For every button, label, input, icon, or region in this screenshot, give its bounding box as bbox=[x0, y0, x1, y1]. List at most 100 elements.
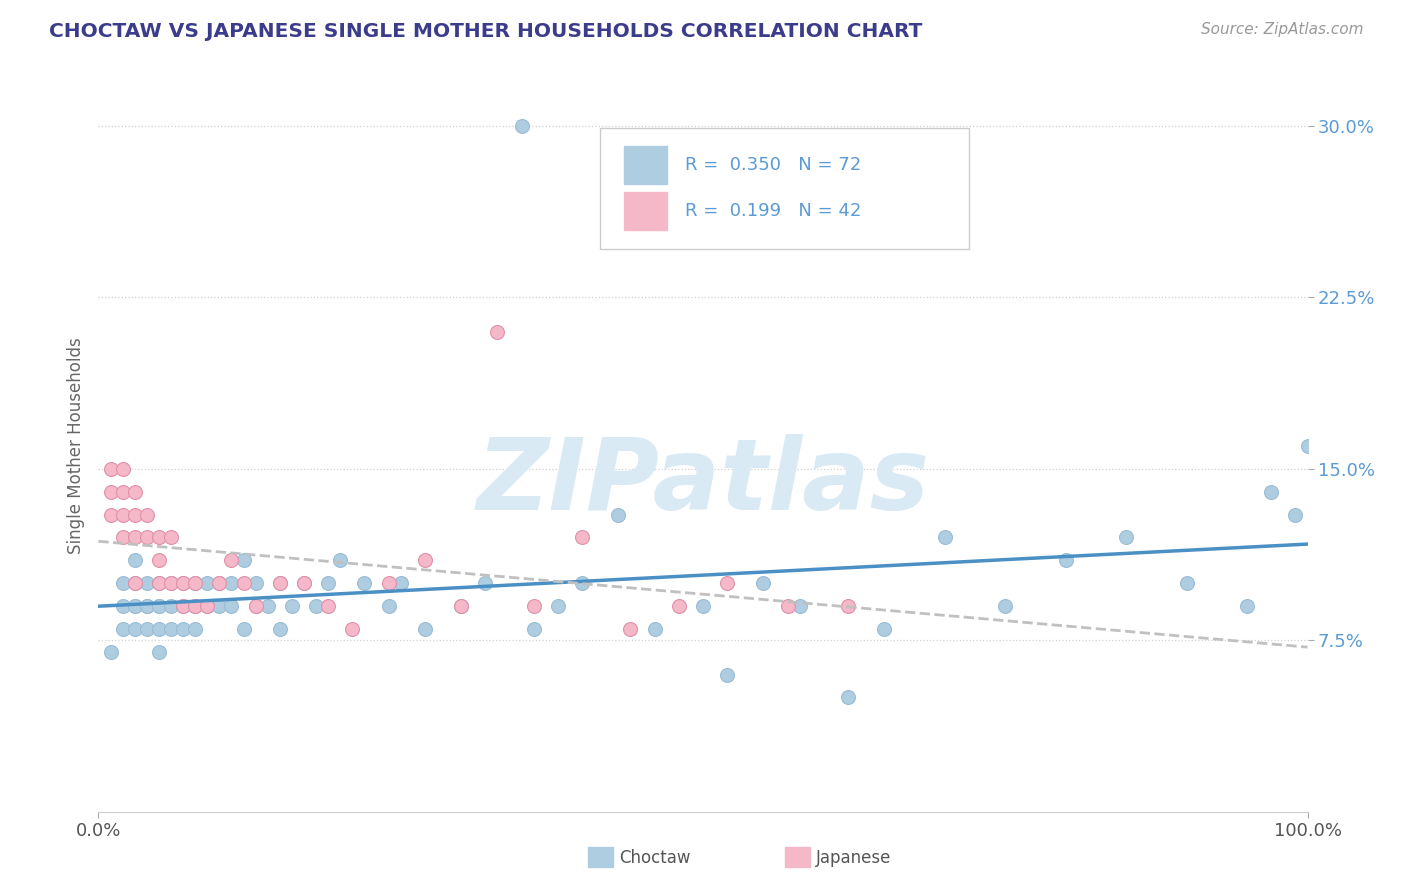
Point bbox=[245, 599, 267, 613]
Point bbox=[221, 576, 243, 591]
Point bbox=[281, 599, 304, 613]
Point bbox=[124, 530, 146, 544]
Point bbox=[172, 576, 194, 591]
Point bbox=[1175, 576, 1198, 591]
Text: ZIPatlas: ZIPatlas bbox=[477, 434, 929, 531]
Point bbox=[172, 599, 194, 613]
Point bbox=[172, 576, 194, 591]
Point bbox=[413, 622, 436, 636]
Point bbox=[269, 576, 291, 591]
Point bbox=[184, 599, 207, 613]
Point bbox=[135, 530, 157, 544]
Point bbox=[232, 576, 254, 591]
Text: R =  0.199   N = 42: R = 0.199 N = 42 bbox=[685, 202, 862, 220]
Text: Choctaw: Choctaw bbox=[619, 849, 690, 867]
Point bbox=[692, 599, 714, 613]
Point bbox=[100, 508, 122, 522]
Point bbox=[1296, 439, 1319, 453]
Point bbox=[934, 530, 956, 544]
Point bbox=[474, 576, 496, 591]
Point bbox=[221, 599, 243, 613]
Point bbox=[221, 553, 243, 567]
Point bbox=[135, 622, 157, 636]
Point bbox=[195, 599, 218, 613]
Point bbox=[208, 576, 231, 591]
Point bbox=[148, 576, 170, 591]
Point bbox=[148, 599, 170, 613]
Point bbox=[523, 622, 546, 636]
Point bbox=[571, 576, 593, 591]
Text: Japanese: Japanese bbox=[815, 849, 891, 867]
Point bbox=[873, 622, 896, 636]
Point bbox=[389, 576, 412, 591]
Point bbox=[135, 599, 157, 613]
Point bbox=[1284, 508, 1306, 522]
Point bbox=[124, 508, 146, 522]
Point bbox=[1260, 484, 1282, 499]
Point bbox=[305, 599, 328, 613]
Point bbox=[1115, 530, 1137, 544]
Point bbox=[523, 599, 546, 613]
Point bbox=[245, 599, 267, 613]
Point bbox=[716, 576, 738, 591]
Point bbox=[510, 119, 533, 133]
Point bbox=[111, 576, 134, 591]
Point bbox=[619, 622, 641, 636]
Point bbox=[184, 576, 207, 591]
Point bbox=[413, 553, 436, 567]
Point bbox=[148, 599, 170, 613]
Point bbox=[124, 576, 146, 591]
Point bbox=[124, 622, 146, 636]
Point bbox=[111, 462, 134, 476]
Point bbox=[256, 599, 278, 613]
Point bbox=[124, 576, 146, 591]
Point bbox=[486, 325, 509, 339]
Point bbox=[111, 599, 134, 613]
Point bbox=[547, 599, 569, 613]
Point bbox=[353, 576, 375, 591]
FancyBboxPatch shape bbox=[600, 128, 969, 249]
Point bbox=[172, 599, 194, 613]
Bar bbox=[624, 146, 666, 184]
Point bbox=[292, 576, 315, 591]
Point bbox=[160, 599, 183, 613]
Point bbox=[316, 576, 339, 591]
Point bbox=[208, 576, 231, 591]
Point bbox=[184, 599, 207, 613]
Point bbox=[100, 645, 122, 659]
Point bbox=[148, 576, 170, 591]
Point bbox=[111, 622, 134, 636]
Point bbox=[184, 576, 207, 591]
Point bbox=[172, 622, 194, 636]
Point bbox=[160, 576, 183, 591]
Point bbox=[208, 599, 231, 613]
Point bbox=[135, 576, 157, 591]
Point bbox=[607, 508, 630, 522]
Point bbox=[148, 530, 170, 544]
Point bbox=[377, 599, 399, 613]
Point bbox=[160, 622, 183, 636]
Point bbox=[111, 484, 134, 499]
Point bbox=[160, 530, 183, 544]
Y-axis label: Single Mother Households: Single Mother Households bbox=[66, 338, 84, 554]
Point bbox=[837, 690, 859, 705]
Point bbox=[148, 622, 170, 636]
Point bbox=[135, 599, 157, 613]
Text: R =  0.350   N = 72: R = 0.350 N = 72 bbox=[685, 156, 860, 174]
Point bbox=[994, 599, 1017, 613]
Point bbox=[342, 622, 364, 636]
Point bbox=[124, 484, 146, 499]
Point bbox=[644, 622, 666, 636]
Point bbox=[124, 599, 146, 613]
Point bbox=[776, 599, 799, 613]
Point bbox=[316, 599, 339, 613]
Text: Source: ZipAtlas.com: Source: ZipAtlas.com bbox=[1201, 22, 1364, 37]
Point bbox=[450, 599, 472, 613]
Point bbox=[232, 622, 254, 636]
Point bbox=[571, 530, 593, 544]
Point bbox=[135, 508, 157, 522]
Point bbox=[195, 599, 218, 613]
Point bbox=[716, 667, 738, 681]
Point bbox=[269, 622, 291, 636]
Point bbox=[837, 599, 859, 613]
